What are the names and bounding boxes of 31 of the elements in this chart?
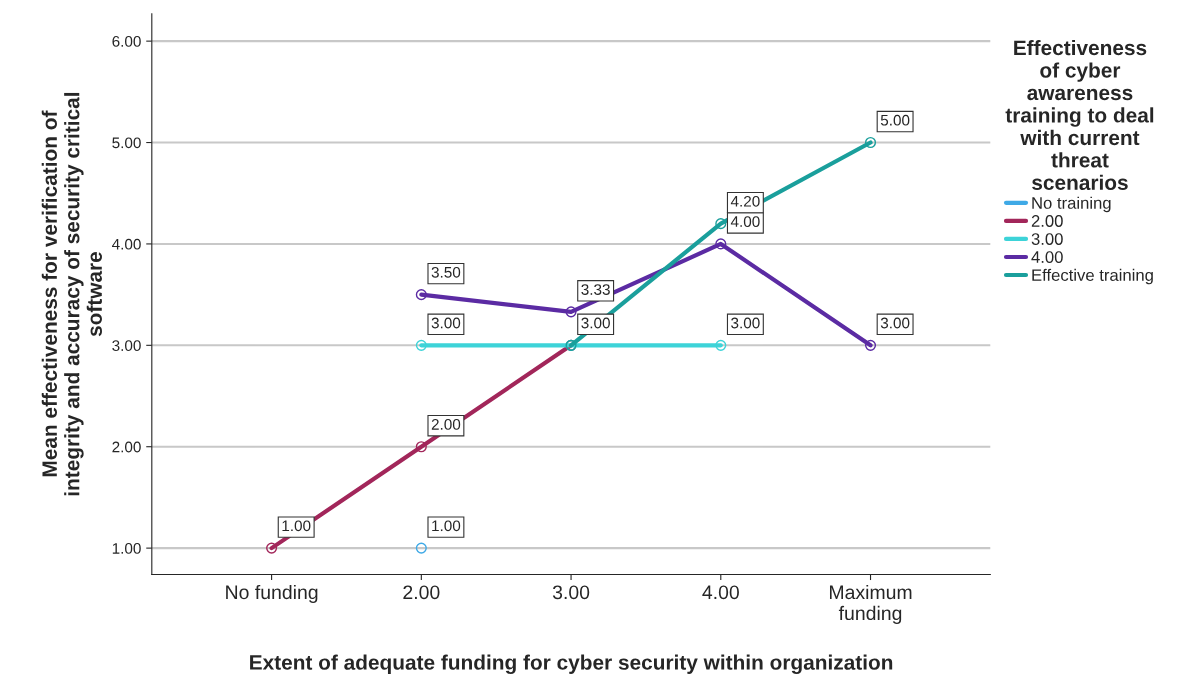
y-tick-label: 5.00: [112, 137, 141, 149]
y-tick-label: 3.00: [112, 340, 141, 352]
x-tick-label: 3.00: [552, 585, 590, 600]
legend-label: 4.00: [1031, 251, 1063, 263]
data-label: 2.00: [431, 418, 461, 430]
legend-label: Effective training: [1032, 268, 1153, 285]
x-tick-label: Maximum funding: [829, 584, 912, 624]
y-axis-title: Mean effectiveness for verification of integrity and accuracy of security critical software: [41, 92, 102, 496]
legend-label: 2.00: [1031, 215, 1063, 227]
data-label: 3.00: [731, 317, 760, 329]
legend-label: No training: [1032, 196, 1111, 213]
data-label: 3.33: [581, 284, 610, 295]
data-label: 3.00: [880, 317, 910, 329]
data-label: 4.00: [730, 216, 760, 228]
data-label: 1.00: [282, 520, 311, 532]
data-label: 4.20: [730, 195, 760, 207]
x-axis-title: Extent of adequate funding for cyber security within organization: [250, 654, 893, 675]
data-label: 3.00: [431, 317, 461, 329]
y-tick-label: 2.00: [112, 441, 141, 453]
x-tick-label: No funding: [226, 584, 318, 604]
data-label: 1.00: [432, 520, 461, 532]
data-label: 3.00: [581, 317, 610, 329]
x-tick-label: 2.00: [403, 585, 440, 600]
y-tick-label: 6.00: [112, 36, 141, 47]
y-tick-label: 4.00: [112, 238, 141, 250]
legend-title: Effectiveness of cyber awareness training to deal with current threat scenarios: [1005, 39, 1154, 191]
legend-label: 3.00: [1031, 233, 1063, 245]
data-label: 3.50: [431, 266, 461, 278]
data-label: 5.00: [880, 114, 910, 126]
y-tick-label: 1.00: [112, 542, 141, 554]
x-tick-label: 4.00: [702, 585, 739, 600]
